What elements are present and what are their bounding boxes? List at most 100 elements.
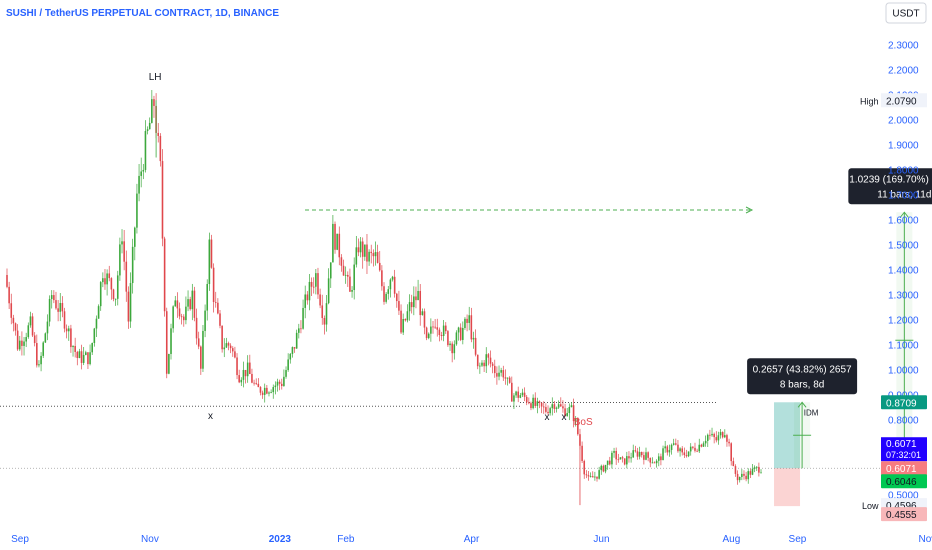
candle-body — [643, 455, 645, 460]
candle-body — [191, 290, 194, 310]
high-value-bg — [881, 93, 927, 108]
candle-body — [336, 233, 338, 250]
candle-body — [709, 434, 711, 436]
candle-body — [129, 283, 132, 322]
candle-body — [572, 405, 575, 422]
candle-body — [323, 318, 326, 325]
candle-body — [300, 328, 302, 330]
candle-body — [204, 310, 206, 331]
candle-body — [504, 377, 507, 379]
candle-body — [136, 193, 138, 228]
candle-body — [532, 397, 534, 409]
candle-body — [634, 450, 637, 452]
candle-body — [638, 452, 641, 457]
candle-body — [662, 448, 664, 461]
candle-body — [600, 465, 603, 471]
candle-body — [306, 294, 309, 301]
target-value: 0.8709 — [886, 398, 917, 409]
candle-body — [242, 369, 245, 380]
candle-body — [38, 364, 40, 366]
candle-body — [664, 446, 666, 449]
candle-body — [168, 353, 170, 374]
measure-tools[interactable]: 0.2657 (43.82%) 2657 8 bars, 8d 1.0239 (16… — [747, 168, 932, 469]
candle-body — [464, 318, 466, 328]
y-tick-label: 1.3000 — [888, 291, 919, 302]
candle-body — [312, 286, 315, 288]
candle-body — [547, 411, 549, 414]
candle-body — [200, 346, 202, 369]
candle-body — [466, 318, 468, 323]
candle-body — [636, 451, 639, 457]
x-tick-label: 2023 — [269, 534, 292, 545]
candle-body — [555, 407, 558, 409]
candle-body — [738, 477, 741, 481]
candle-body — [310, 281, 313, 287]
low-label: Low — [862, 501, 879, 511]
candle-body — [702, 443, 705, 447]
candle-body — [102, 278, 104, 283]
candle-body — [193, 290, 196, 318]
candle-body — [74, 345, 76, 352]
candle-body — [515, 391, 517, 396]
candle-body — [27, 325, 30, 338]
candle-body — [594, 476, 596, 478]
candle-body — [36, 343, 38, 366]
y-tick-label: 1.7000 — [888, 191, 919, 202]
candle-body — [151, 99, 153, 123]
candle-body — [87, 352, 89, 365]
candle-body — [217, 302, 219, 314]
candle-body — [163, 238, 166, 312]
candle-body — [104, 278, 106, 285]
measure-small-label-box — [747, 358, 858, 395]
candle-body — [721, 432, 724, 438]
current-value: 0.6071 — [886, 439, 917, 450]
candle-body — [55, 300, 57, 309]
candle-body — [134, 227, 136, 247]
candle-body — [23, 341, 25, 346]
candle-body — [579, 434, 581, 446]
candle-body — [566, 413, 568, 416]
candle-body — [285, 370, 287, 377]
candle-body — [236, 357, 238, 376]
target-value-bg — [881, 395, 927, 410]
candle-body — [370, 251, 373, 254]
y-tick-label: 1.4000 — [888, 266, 919, 277]
candle-body — [374, 252, 377, 257]
candle-body — [197, 338, 200, 347]
candle-body — [404, 319, 407, 321]
candle-body — [730, 443, 732, 462]
candle-body — [511, 382, 513, 402]
candle-body — [640, 452, 643, 456]
candle-body — [368, 251, 370, 262]
y-tick-label: 2.2000 — [888, 66, 919, 77]
candle-body — [502, 370, 505, 378]
candle-body — [732, 461, 735, 467]
candle-body — [755, 466, 758, 468]
candle-body — [704, 440, 707, 444]
candle-body — [472, 337, 475, 340]
x-tick-label: Sep — [789, 534, 807, 545]
candle-body — [660, 456, 662, 461]
candle-body — [760, 472, 762, 474]
candle-body — [76, 351, 79, 358]
candle-body — [574, 418, 577, 422]
candle-body — [170, 328, 172, 354]
candle-body — [33, 335, 36, 344]
candle-body — [393, 276, 396, 294]
candle-body — [67, 328, 70, 332]
candle-body — [675, 443, 677, 445]
currency-button[interactable]: USDT — [885, 2, 927, 24]
candle-body — [626, 456, 628, 465]
candle-body — [221, 325, 223, 350]
y-axis[interactable]: 2.30002.20002.10002.00001.90001.80001.70… — [888, 41, 919, 502]
bid-value-bg — [881, 461, 927, 476]
x-axis[interactable]: Sep Nov 2023 Feb Apr Jun Aug Sep Nov — [11, 534, 932, 545]
candle-body — [421, 311, 424, 316]
candle-body — [745, 475, 747, 480]
candle-body — [182, 316, 185, 321]
candle-body — [40, 355, 42, 365]
candle-body — [589, 476, 592, 477]
candle-body — [298, 328, 300, 333]
candle-body — [519, 395, 522, 398]
